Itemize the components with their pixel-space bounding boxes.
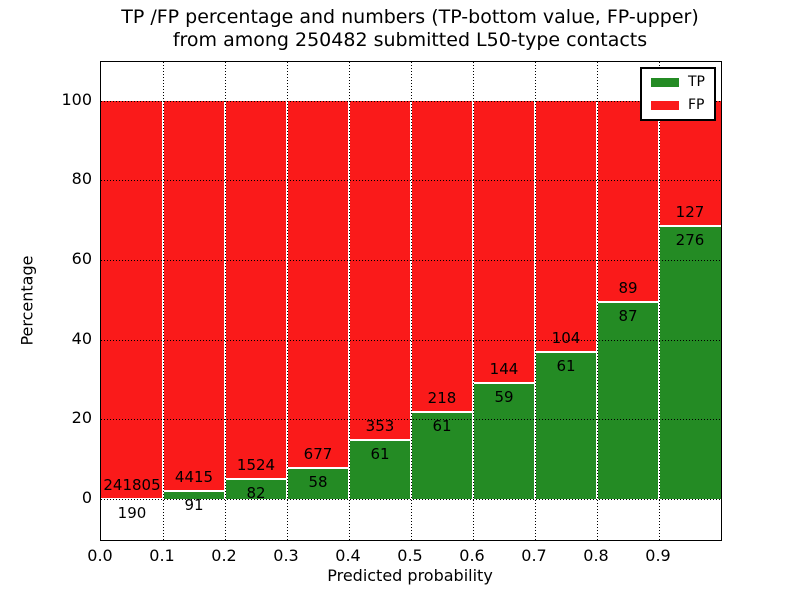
tp-count-label: 190 <box>117 503 147 522</box>
vertical-gridline <box>597 62 598 540</box>
tp-bar-segment <box>597 302 659 499</box>
fp-bar-segment <box>597 100 659 303</box>
tp-count-label: 61 <box>556 356 576 375</box>
fp-bar-segment <box>287 100 349 468</box>
tp-bar-segment <box>473 383 535 499</box>
tp-legend-label: TP <box>688 74 705 90</box>
chart-title-line1: TP /FP percentage and numbers (TP-bottom… <box>121 6 699 28</box>
tp-bar-segment <box>535 351 597 499</box>
fp-count-label: 677 <box>303 444 333 463</box>
bar-edge-line <box>597 301 659 304</box>
plot-area: TP FP 241805 190 4415 91 1524 82 677 58 353 61 218… <box>100 61 722 541</box>
horizontal-gridline <box>101 260 721 261</box>
vertical-gridline <box>225 62 226 540</box>
fp-bar-segment <box>163 100 225 491</box>
bar-edge-line <box>535 350 597 353</box>
vertical-gridline <box>287 62 288 540</box>
fp-count-label: 1524 <box>236 455 276 474</box>
y-tick-label: 20 <box>71 408 92 428</box>
tp-count-label: 87 <box>618 307 638 326</box>
y-tick-label: 60 <box>71 248 92 268</box>
fp-count-label: 127 <box>675 203 705 222</box>
y-tick-label: 40 <box>71 328 92 348</box>
tp-bar-segment <box>163 490 225 499</box>
fp-count-label: 353 <box>365 417 395 436</box>
legend-item-fp: FP <box>651 98 705 113</box>
vertical-gridline <box>473 62 474 540</box>
x-tick-label: 0.1 <box>149 546 175 565</box>
fp-count-label: 144 <box>489 360 519 379</box>
legend: TP FP <box>640 67 716 121</box>
x-tick-label: 0.0 <box>87 546 113 565</box>
bar-edge-line <box>225 477 287 480</box>
x-tick-label: 0.5 <box>397 546 423 565</box>
fp-count-label: 4415 <box>174 467 214 486</box>
fp-count-label: 104 <box>551 328 581 347</box>
tp-bar-segment <box>659 226 721 499</box>
y-tick-label: 0 <box>81 487 92 507</box>
x-tick-label: 0.7 <box>521 546 547 565</box>
chart-title: TP /FP percentage and numbers (TP-bottom… <box>100 6 720 52</box>
tp-count-label: 58 <box>308 472 328 491</box>
tp-count-label: 61 <box>370 445 390 464</box>
x-tick-label: 0.4 <box>335 546 361 565</box>
tp-count-label: 276 <box>675 231 705 250</box>
tp-count-label: 61 <box>432 416 452 435</box>
legend-item-tp: TP <box>651 75 705 90</box>
horizontal-gridline <box>101 499 721 500</box>
fp-bar-segment <box>659 100 721 227</box>
horizontal-gridline <box>101 419 721 420</box>
tp-legend-swatch <box>651 78 679 87</box>
bar-edge-line <box>163 489 225 492</box>
tp-count-label: 91 <box>184 495 204 514</box>
vertical-gridline <box>349 62 350 540</box>
vertical-gridline <box>163 62 164 540</box>
bar-edge-line <box>101 497 163 500</box>
bar-edge-line <box>473 382 535 385</box>
horizontal-gridline <box>101 180 721 181</box>
x-tick-label: 0.6 <box>459 546 485 565</box>
tp-bar-segment <box>287 467 349 499</box>
horizontal-gridline <box>101 340 721 341</box>
bar-edge-line <box>411 410 473 413</box>
horizontal-gridline <box>101 101 721 102</box>
y-tick-label: 100 <box>61 89 92 109</box>
fp-bar-segment <box>411 100 473 412</box>
x-tick-label: 0.9 <box>645 546 671 565</box>
fp-count-label: 89 <box>618 279 638 298</box>
chart-title-line2: from among 250482 submitted L50-type con… <box>172 29 648 51</box>
y-axis-label: Percentage <box>17 255 37 346</box>
tp-count-label: 82 <box>246 483 266 502</box>
vertical-gridline <box>535 62 536 540</box>
y-tick-label: 80 <box>71 169 92 189</box>
tp-bar-segment <box>225 478 287 499</box>
bar-edge-line <box>659 225 721 228</box>
fp-bar-segment <box>535 100 597 352</box>
fp-legend-label: FP <box>688 97 705 113</box>
bar-edge-line <box>287 466 349 469</box>
vertical-gridline <box>659 62 660 540</box>
fp-count-label: 241805 <box>103 475 161 494</box>
fp-bar-segment <box>225 100 287 479</box>
fp-bar-segment <box>101 100 163 499</box>
tp-bar-segment <box>411 411 473 499</box>
tp-bar-segment <box>349 440 411 499</box>
vertical-gridline <box>411 62 412 540</box>
x-axis-label: Predicted probability <box>327 566 493 585</box>
fp-bar-segment <box>349 100 411 441</box>
fp-bar-segment <box>473 100 535 384</box>
bar-edge-line <box>349 439 411 442</box>
fp-count-label: 218 <box>427 388 457 407</box>
fp-legend-swatch <box>651 101 679 110</box>
tp-count-label: 59 <box>494 388 514 407</box>
x-tick-label: 0.8 <box>583 546 609 565</box>
x-tick-label: 0.3 <box>273 546 299 565</box>
x-tick-label: 0.2 <box>211 546 237 565</box>
